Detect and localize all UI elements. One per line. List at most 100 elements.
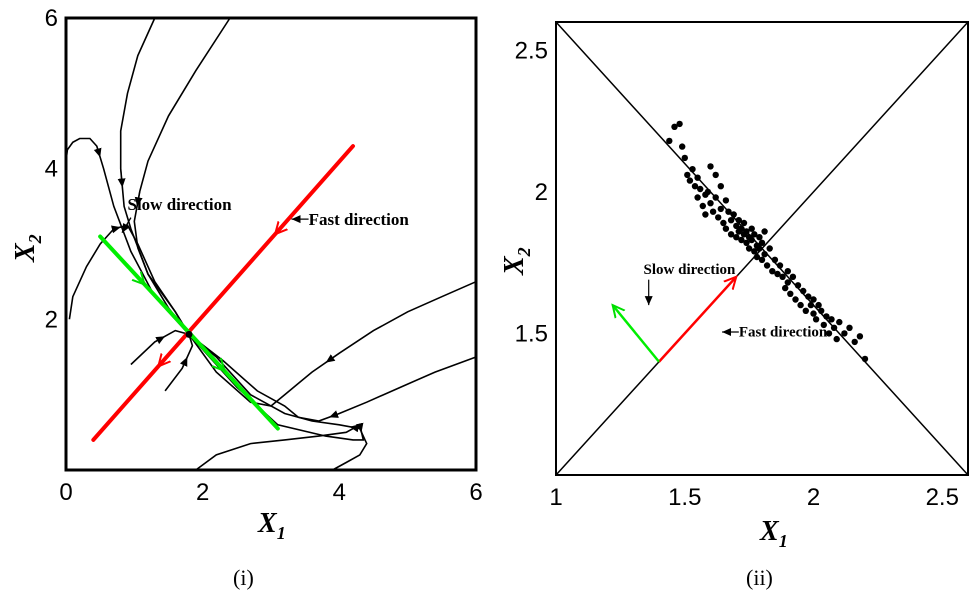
x-axis-label-main: X: [759, 516, 780, 547]
scatter-point: [720, 219, 727, 227]
scatter-point: [727, 217, 735, 224]
trajectory-arrow: [93, 145, 102, 158]
y-tick-label: 6: [45, 5, 58, 32]
scatter-point: [738, 236, 745, 244]
scatter-point: [753, 253, 761, 261]
trajectory-arrow: [325, 352, 340, 364]
scatter-point: [800, 287, 807, 295]
scatter-point: [694, 194, 701, 201]
trajectory-arrow: [117, 168, 126, 188]
scatter-point: [807, 301, 815, 309]
scatter-point: [735, 217, 742, 224]
scatter-point: [782, 284, 789, 292]
scatter-point: [828, 316, 835, 323]
scatter-point: [756, 245, 763, 252]
trajectory-8: [188, 333, 477, 422]
x-tick-label: 1: [549, 484, 562, 511]
direction-lines: [613, 277, 737, 363]
scatter-point: [769, 268, 776, 275]
scatter-point: [676, 120, 683, 128]
x-axis-label-main: X: [257, 508, 278, 539]
scatter-point: [779, 273, 786, 280]
scatter-point: [761, 251, 768, 258]
y-tick-labels: 2 4 6: [45, 5, 58, 333]
scatter-point: [820, 321, 827, 329]
y-tick-labels: 1.5 2 2.5: [515, 37, 548, 347]
scatter-point: [748, 225, 755, 232]
panel-caption: (i): [233, 565, 254, 590]
fast-direction-arrow: [658, 277, 736, 363]
scatter-point: [666, 137, 673, 145]
trajectory-arrow: [154, 335, 166, 345]
trajectory-9: [130, 329, 190, 366]
trajectory-arrow: [349, 424, 360, 433]
trajectory-2: [133, 17, 231, 335]
trajectory-arrow: [179, 356, 188, 369]
x-axis-label: X1: [257, 508, 286, 543]
slow-direction-label: Slow direction: [128, 195, 233, 214]
scatter-point: [802, 307, 809, 314]
x-tick-label: 0: [59, 479, 72, 506]
x-tick-label: 2: [196, 479, 209, 506]
scatter-point: [727, 231, 735, 238]
scatter-point: [699, 202, 706, 210]
scatter-point: [681, 154, 688, 162]
scatter-point: [756, 234, 763, 241]
scatter-point: [717, 205, 724, 213]
scatter-point: [738, 225, 745, 232]
direction-lines: [91, 144, 355, 442]
panel-caption: (ii): [746, 565, 773, 590]
annotations: Slow direction Fast direction: [644, 262, 828, 340]
scatter-point: [725, 208, 732, 215]
trajectory-arrow: [110, 225, 121, 234]
scatter-point: [733, 222, 740, 230]
fixed-point: [185, 330, 193, 338]
scatter-point: [743, 228, 750, 235]
fast-direction-line: [91, 144, 355, 442]
direction-arrow: [221, 367, 225, 371]
scatter-point: [776, 262, 784, 269]
scatter-point: [722, 225, 730, 232]
scatter-point: [745, 245, 753, 252]
scatter-point: [712, 171, 719, 179]
scatter-point: [697, 185, 704, 193]
y-tick-label: 4: [45, 156, 58, 183]
annotations: Slow direction Fast direction: [121, 195, 409, 234]
x-tick-label: 4: [333, 479, 346, 506]
y-tick-label: 2: [45, 306, 58, 333]
scatter-point: [733, 234, 740, 241]
y-axis-label-sub: 2: [514, 247, 534, 257]
x-tick-label: 1.5: [668, 484, 701, 511]
scatter-point: [702, 211, 709, 218]
trajectory-7: [188, 280, 477, 407]
plot-frame: [555, 21, 969, 476]
scatter-point: [846, 324, 853, 331]
trajectory-6: [188, 333, 368, 471]
direction-arrow: [141, 280, 145, 284]
scatter-point: [758, 239, 766, 246]
slow-direction-label: Slow direction: [644, 262, 736, 278]
trajectory-arrow: [134, 191, 143, 207]
slow-direction-arrow: [613, 305, 660, 363]
direction-arrow: [158, 362, 162, 367]
scatter-point: [684, 171, 691, 179]
scatter-point: [679, 143, 686, 150]
scatter-point: [712, 194, 719, 201]
y-tick-label: 1.5: [515, 320, 548, 347]
scatter-point: [758, 256, 766, 263]
x-axis-label: X1: [759, 516, 788, 551]
scatter-point: [722, 197, 730, 204]
scatter-point: [856, 333, 864, 340]
scatter-point: [841, 330, 848, 337]
x-axis-label-sub: 1: [779, 531, 788, 551]
scatter-point: [707, 163, 714, 170]
trajectories: [65, 17, 477, 471]
scatter-point: [709, 208, 717, 215]
scatter-point: [761, 228, 768, 235]
y-axis-label-sub: 2: [25, 234, 45, 244]
scatter-point: [825, 330, 833, 337]
scatter-point: [751, 231, 758, 238]
scatter-point: [787, 290, 794, 297]
scatter-point: [784, 268, 791, 275]
